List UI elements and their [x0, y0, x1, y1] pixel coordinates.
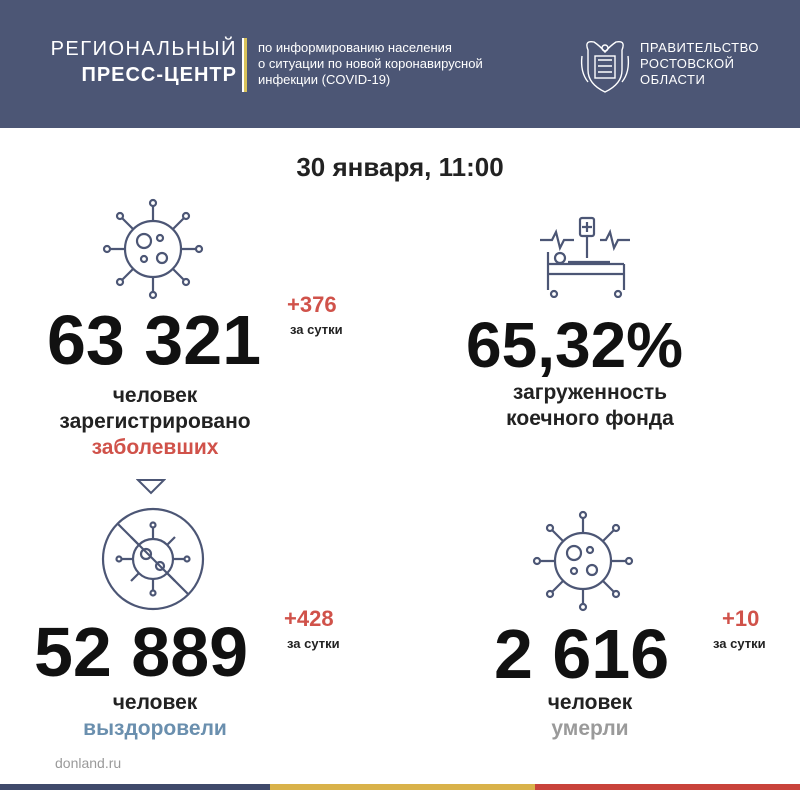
hospital-bed-icon: [540, 216, 630, 298]
report-date: 30 января, 11:00: [296, 152, 504, 182]
gov-line: ПРАВИТЕЛЬСТВО: [640, 40, 759, 55]
footer-bar-gold: [270, 784, 535, 790]
divider-gold: [244, 38, 247, 92]
header-info-line: инфекции (COVID-19): [258, 72, 391, 87]
virus-icon: [102, 198, 204, 300]
brand-line-2: ПРЕСС-ЦЕНТР: [81, 64, 237, 86]
deaths-line2: умерли: [551, 717, 629, 740]
infected-value: 63 321: [47, 301, 262, 379]
brand-line-1: РЕГИОНАЛЬНЫЙ: [50, 38, 237, 60]
gov-line: ОБЛАСТИ: [640, 72, 706, 87]
recovered-delta: +428: [284, 606, 334, 631]
recovered-caption: человек выздоровели: [0, 690, 310, 742]
deaths-delta: +10: [722, 606, 760, 631]
infected-line3: заболевших: [91, 436, 219, 459]
beds-caption: загруженность коечного фонда: [440, 380, 740, 432]
header-info-line: о ситуации по новой коронавирусной: [258, 56, 483, 71]
government-title: ПРАВИТЕЛЬСТВО РОСТОВСКОЙ ОБЛАСТИ: [640, 40, 759, 88]
infected-line2: зарегистрировано: [59, 410, 251, 433]
infected-caption: человек зарегистрировано заболевших: [0, 383, 310, 461]
recovered-line2: выздоровели: [83, 717, 227, 740]
divider-white: [242, 38, 244, 92]
header-info: по информированию населения о ситуации п…: [258, 40, 483, 88]
infected-delta: +376: [287, 292, 337, 317]
footer-bar-red: [535, 784, 800, 790]
deaths-line1: человек: [547, 691, 633, 714]
recovered-value: 52 889: [34, 613, 249, 691]
deaths-caption: человек умерли: [440, 690, 740, 742]
footer-bar-navy: [0, 784, 270, 790]
infected-delta-label: за сутки: [290, 322, 343, 337]
virus-icon: [532, 510, 634, 612]
beds-line1: загруженность: [512, 381, 668, 404]
header-banner: РЕГИОНАЛЬНЫЙ ПРЕСС-ЦЕНТР по информирован…: [0, 0, 800, 128]
gov-line: РОСТОВСКОЙ: [640, 56, 735, 71]
deaths-delta-label: за сутки: [713, 636, 766, 651]
infected-line1: человек: [112, 384, 198, 407]
recovered-line1: человек: [112, 691, 198, 714]
header-info-line: по информированию населения: [258, 40, 452, 55]
government-emblem-icon: [580, 40, 630, 93]
down-arrow-icon: [136, 479, 166, 495]
footer-site: donland.ru: [55, 755, 122, 771]
recovered-delta-label: за сутки: [287, 636, 340, 651]
deaths-value: 2 616: [494, 615, 670, 693]
beds-value: 65,32%: [466, 309, 684, 381]
virus-crossed-icon: [101, 507, 205, 611]
beds-line2: коечного фонда: [506, 407, 674, 430]
